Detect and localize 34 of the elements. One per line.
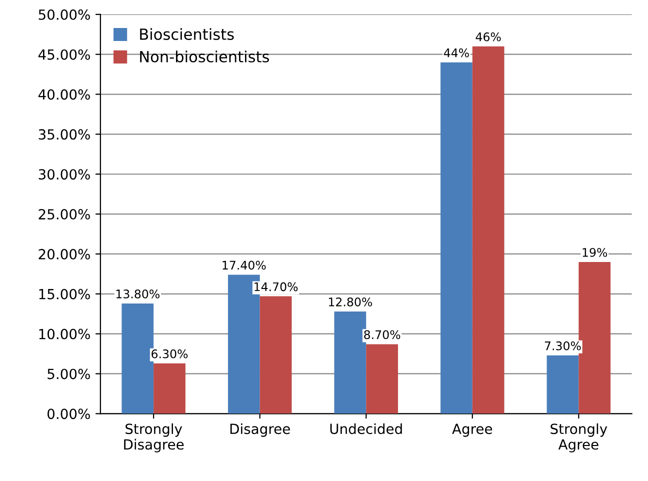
y-tick-label: 20.00% [38, 248, 90, 260]
bar [154, 363, 186, 414]
y-tick-label: 0.00% [48, 408, 90, 420]
y-tick-label: 5.00% [48, 368, 90, 380]
x-tick-label: Strongly Disagree [124, 423, 184, 452]
y-tick-label: 10.00% [39, 328, 90, 340]
bar [440, 62, 472, 414]
data-label: 14.70% [254, 282, 298, 292]
x-tick-label: Disagree [230, 423, 290, 437]
y-tick-label: 30.00% [38, 169, 90, 180]
data-label: 46% [476, 32, 501, 42]
legend-label: Bioscientists [140, 28, 234, 40]
data-label: 12.80% [328, 297, 372, 306]
x-tick-label: Agree [452, 424, 492, 437]
data-label: 17.40% [222, 260, 266, 270]
y-tick-label: 35.00% [38, 129, 90, 140]
bar [546, 355, 579, 414]
data-label: 19% [582, 248, 608, 257]
y-tick-label: 45.00% [38, 49, 90, 60]
bar [260, 296, 292, 414]
x-tick-label: Undecided [330, 423, 402, 434]
data-label: 44% [444, 48, 469, 58]
x-tick-label: Strongly Agree [550, 423, 608, 452]
bar [366, 344, 398, 414]
data-label: 7.30% [544, 341, 581, 350]
y-tick-label: 15.00% [39, 288, 90, 300]
y-tick-label: 40.00% [38, 89, 90, 100]
y-tick-label: 50.00% [38, 9, 90, 20]
data-label: 8.70% [364, 330, 400, 340]
data-label: 13.80% [116, 289, 160, 298]
y-tick-label: 25.00% [38, 209, 90, 220]
legend-label: Non-bioscientists [140, 50, 269, 62]
bar [472, 46, 504, 414]
data-label: 6.30% [152, 349, 188, 358]
